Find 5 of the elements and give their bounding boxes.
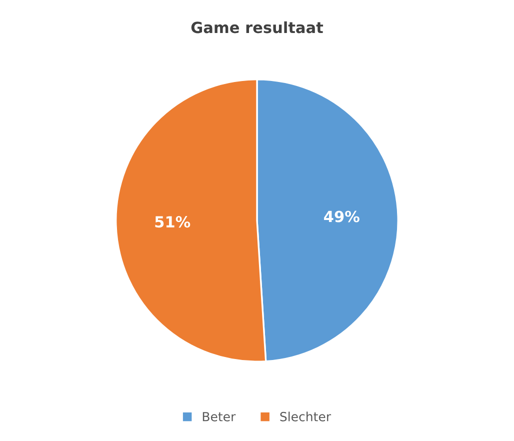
legend-label: Slechter — [280, 412, 332, 422]
data-label: 49% — [324, 210, 360, 222]
data-label: 51% — [155, 216, 190, 228]
chart-title: Game resultaat — [191, 21, 324, 34]
legend-label: Beter — [202, 412, 236, 422]
